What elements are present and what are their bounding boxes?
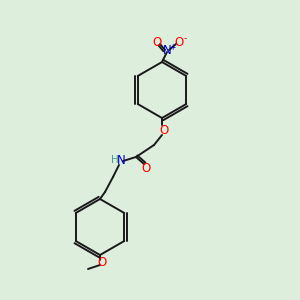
Text: H: H	[111, 155, 119, 165]
Text: O: O	[152, 37, 162, 50]
Text: -: -	[183, 34, 187, 43]
Text: O: O	[98, 256, 106, 269]
Text: N: N	[117, 154, 125, 166]
Text: O: O	[141, 163, 151, 176]
Text: +: +	[169, 43, 175, 52]
Text: N: N	[163, 44, 171, 58]
Text: O: O	[174, 37, 184, 50]
Text: O: O	[159, 124, 169, 136]
